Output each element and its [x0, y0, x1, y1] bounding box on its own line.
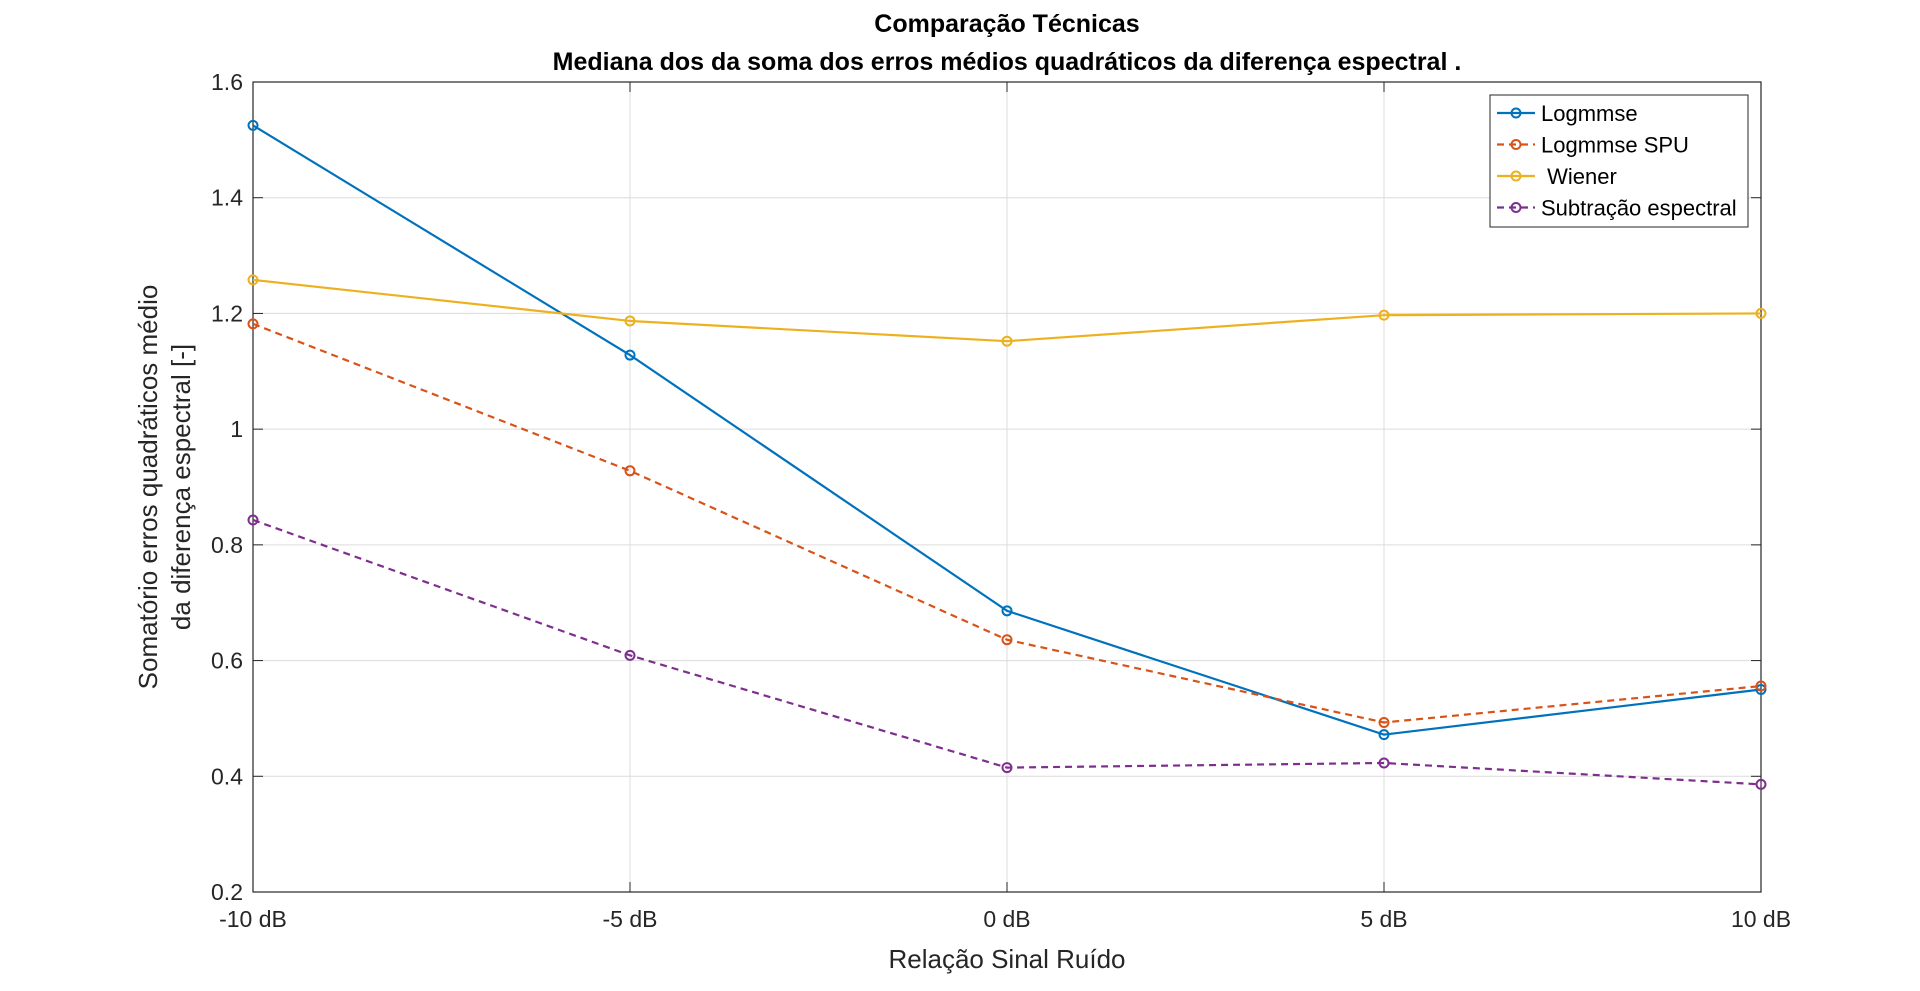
data-point [247, 119, 259, 131]
data-point [624, 349, 636, 361]
data-point [247, 514, 259, 526]
x-tick-label: -10 dB [219, 906, 287, 932]
data-point [247, 274, 259, 286]
y-axis-label-line-1: Somatório erros quadráticos médio [133, 285, 163, 690]
x-axis-label: Relação Sinal Ruído [888, 944, 1125, 974]
legend-marker [1510, 170, 1522, 182]
legend-marker [1510, 202, 1522, 213]
y-tick-label: 1.2 [211, 300, 243, 326]
data-point [1755, 307, 1767, 319]
y-tick-label: 0.6 [211, 648, 243, 674]
series-line [252, 322, 1762, 724]
axis-ticks: -10 dB -5 dB 0 dB 5 dB 10 dB 0.2 0.4 0.6 0.8 1 1.2… [211, 69, 1791, 932]
data-point [247, 318, 259, 330]
y-tick-label: 1.4 [211, 185, 243, 211]
data-point [1755, 684, 1767, 695]
legend-label: Wiener [1541, 164, 1617, 189]
y-tick-label: 0.4 [211, 763, 243, 789]
data-point [1378, 309, 1390, 321]
legend-marker [1510, 139, 1522, 150]
data-point [1755, 778, 1767, 790]
y-tick-label: 0.8 [211, 532, 243, 558]
data-point [1378, 716, 1390, 728]
legend-marker [1510, 107, 1522, 119]
chart-title: Comparação Técnicas [874, 10, 1139, 38]
series-lines [247, 119, 1767, 790]
legend-label: Logmmse [1541, 101, 1638, 126]
x-tick-label: -5 dB [603, 906, 658, 932]
x-tick-label: 0 dB [983, 906, 1030, 932]
legend-box [1489, 94, 1749, 228]
data-point [1378, 729, 1390, 741]
series-line [252, 518, 1762, 786]
data-point [1755, 680, 1767, 692]
x-tick-label: 10 dB [1731, 906, 1791, 932]
legend-label: Subtração espectral [1541, 196, 1737, 221]
data-point [1001, 335, 1013, 347]
series-line [252, 278, 1762, 343]
data-point [1001, 762, 1013, 774]
y-tick-label: 0.2 [211, 879, 243, 905]
data-point [624, 315, 636, 327]
y-tick-label: 1 [230, 416, 243, 442]
series-line [252, 124, 1762, 736]
data-point [624, 465, 636, 477]
data-point [624, 649, 636, 661]
chart-subtitle: Mediana dos da soma dos erros médios qua… [553, 48, 1462, 76]
data-point [1001, 605, 1013, 617]
data-point [1001, 634, 1013, 646]
legend: Logmmse Logmmse SPU Wiener Subtração espec… [1489, 94, 1749, 228]
y-tick-label: 1.6 [211, 69, 243, 95]
data-point [1378, 757, 1390, 769]
y-axis-label-line-2: da diferença espectral [-] [166, 344, 196, 630]
legend-label: Logmmse SPU [1541, 133, 1689, 158]
x-tick-label: 5 dB [1360, 906, 1407, 932]
